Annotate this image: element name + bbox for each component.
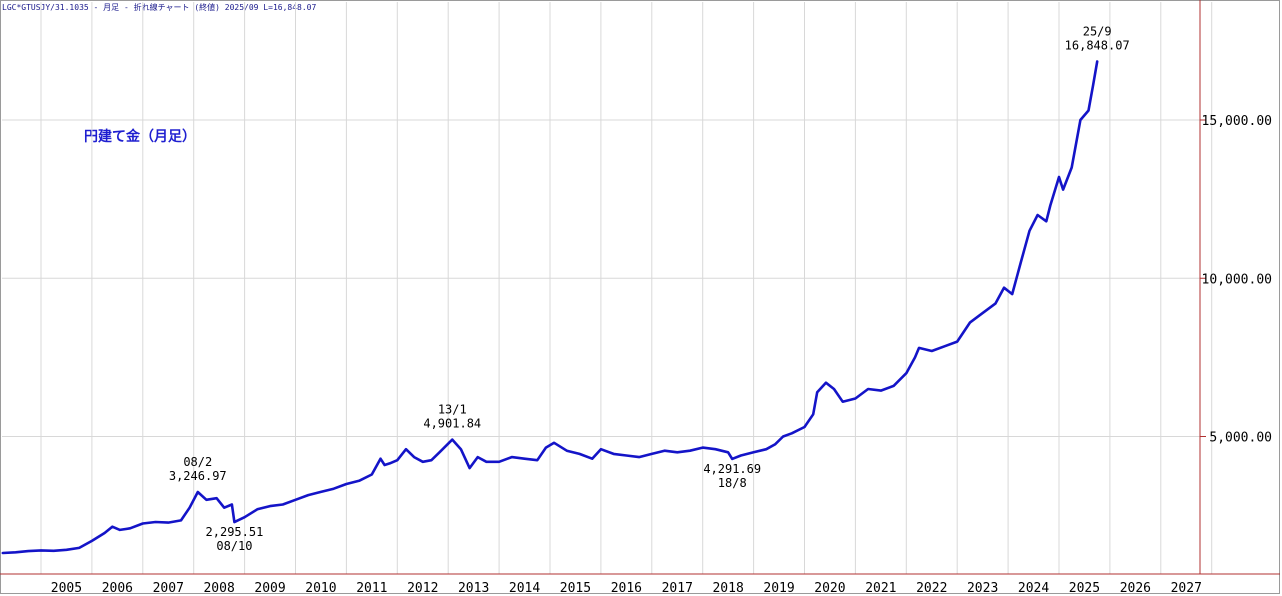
annotation-label-top: 2,295.51: [206, 525, 264, 539]
chart-title: 円建て金（月足）: [84, 129, 196, 145]
x-tick-label: 2020: [814, 581, 845, 596]
annotation-label-bottom: 3,246.97: [169, 469, 227, 483]
x-tick-label: 2008: [203, 581, 234, 596]
annotation-label-bottom: 4,901.84: [423, 417, 481, 431]
x-tick-label: 2006: [102, 581, 133, 596]
annotation-label-top: 08/2: [183, 455, 212, 469]
x-tick-label: 2005: [51, 581, 82, 596]
x-tick-label: 2017: [662, 581, 693, 596]
y-tick-label: 5,000.00: [1209, 431, 1272, 446]
x-tick-label: 2009: [254, 581, 285, 596]
x-tick-label: 2007: [153, 581, 184, 596]
annotation-label-bottom: 16,848.07: [1065, 39, 1130, 53]
x-tick-label: 2026: [1120, 581, 1151, 596]
x-tick-label: 2010: [305, 581, 336, 596]
y-tick-label: 10,000.00: [1202, 272, 1272, 287]
y-tick-label: 15,000.00: [1202, 114, 1272, 129]
chart-info-line: LGC*GTUSJY/31.1035 - 月足 - 折れ線チャート (終値) 2…: [2, 3, 317, 12]
x-tick-label: 2014: [509, 581, 540, 596]
x-tick-label: 2025: [1069, 581, 1100, 596]
x-tick-label: 2019: [763, 581, 794, 596]
x-tick-label: 2016: [611, 581, 642, 596]
x-tick-label: 2011: [356, 581, 387, 596]
x-tick-label: 2021: [865, 581, 896, 596]
annotation-label-top: 4,291.69: [703, 462, 761, 476]
x-tick-label: 2012: [407, 581, 438, 596]
x-tick-label: 2023: [967, 581, 998, 596]
annotation-label-top: 25/9: [1083, 25, 1112, 39]
x-tick-label: 2024: [1018, 581, 1049, 596]
price-line: [1, 60, 1099, 555]
x-tick-label: 2027: [1171, 581, 1202, 596]
x-tick-label: 2015: [560, 581, 591, 596]
x-tick-label: 2022: [916, 581, 947, 596]
x-tick-label: 2018: [712, 581, 743, 596]
annotation-label-bottom: 18/8: [718, 476, 747, 490]
annotation-label-bottom: 08/10: [216, 539, 252, 553]
annotation-label-top: 13/1: [438, 403, 467, 417]
x-tick-label: 2013: [458, 581, 489, 596]
